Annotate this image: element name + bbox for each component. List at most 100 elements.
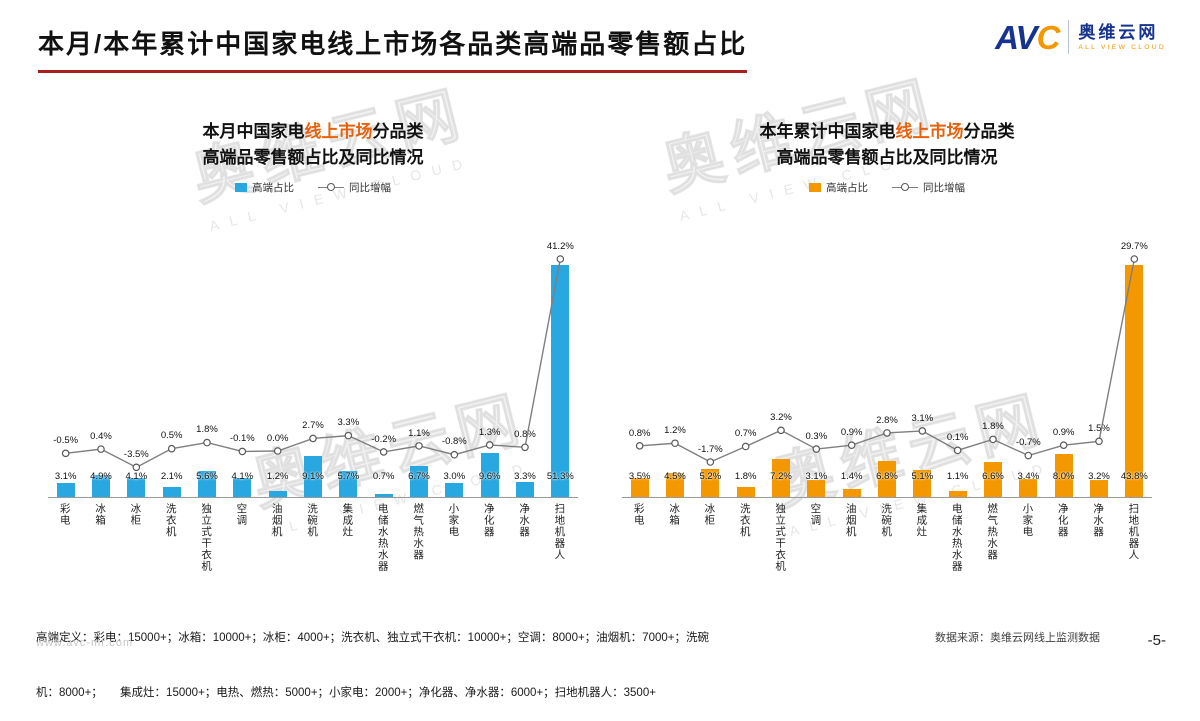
bar-冰箱 bbox=[92, 474, 110, 497]
bar-冰柜 bbox=[701, 469, 720, 497]
bar-独立式干衣机 bbox=[198, 471, 216, 497]
line-value-label: 2.8% bbox=[876, 414, 898, 426]
bar-value-label: 51.3% bbox=[546, 470, 574, 482]
line-value-label: 0.7% bbox=[734, 428, 757, 440]
category-label: 空调 bbox=[809, 502, 822, 526]
bar-value-label: 3.4% bbox=[1017, 470, 1040, 482]
bar-净水器 bbox=[516, 481, 534, 497]
line-value-label: 1.8% bbox=[982, 421, 1004, 433]
category-label: 小家电 bbox=[447, 502, 460, 538]
bar-value-label: 4.5% bbox=[664, 470, 686, 482]
bar-value-label: 4.1% bbox=[125, 470, 148, 482]
bar-value-label: 1.4% bbox=[840, 470, 863, 482]
legend-item-line: 同比增幅 bbox=[318, 180, 391, 195]
bar-swatch-icon bbox=[809, 182, 821, 192]
bar-value-label: 1.8% bbox=[734, 470, 757, 482]
line-value-label: 0.5% bbox=[160, 430, 183, 442]
bar-小家电 bbox=[445, 483, 464, 497]
line-value-label: 29.7% bbox=[1120, 240, 1148, 252]
bar-洗衣机 bbox=[162, 487, 181, 497]
line-value-label: 0.8% bbox=[628, 427, 651, 439]
line-point bbox=[238, 447, 247, 455]
category-label: 冰箱 bbox=[94, 502, 107, 526]
chart-monthly: 本月中国家电线上市场分品类 高端品零售额占比及同比情况 高端占比 同比增幅 3.… bbox=[38, 119, 588, 590]
bar-彩电 bbox=[56, 482, 75, 497]
bar-value-label: 3.3% bbox=[514, 470, 536, 482]
category-axis: 彩电 冰箱 冰柜 洗衣机 独立式干衣机 空调 油烟机 洗碗机 集成灶 电储水热水器 燃气热水器 小家电… bbox=[622, 498, 1152, 590]
title-highlight: 线上市场 bbox=[895, 122, 964, 141]
bar-冰箱 bbox=[666, 472, 684, 497]
category-label: 燃气热水器 bbox=[412, 502, 425, 561]
line-value-label: 0.3% bbox=[805, 430, 828, 442]
line-value-label: -1.7% bbox=[697, 443, 723, 455]
line-marker-icon bbox=[892, 183, 918, 192]
bar-value-label: 3.2% bbox=[1088, 470, 1110, 482]
line-point bbox=[309, 434, 317, 442]
bar-value-label: 5.6% bbox=[196, 470, 218, 482]
bar-value-label: 6.6% bbox=[982, 470, 1004, 482]
bar-油烟机 bbox=[842, 489, 861, 497]
bar-燃气热水器 bbox=[984, 461, 1002, 497]
line-point bbox=[97, 445, 105, 453]
line-value-label: 3.3% bbox=[337, 417, 360, 429]
line-point bbox=[777, 426, 785, 434]
bar-电储水热水器 bbox=[374, 493, 393, 497]
bar-冰柜 bbox=[127, 478, 146, 497]
line-value-label: -0.2% bbox=[371, 433, 397, 445]
bar-value-label: 0.7% bbox=[372, 470, 395, 482]
line-value-label: 1.2% bbox=[664, 424, 686, 436]
line-point bbox=[953, 446, 962, 454]
bar-value-label: 3.1% bbox=[54, 470, 77, 482]
category-label: 彩电 bbox=[632, 502, 645, 526]
bar-集成灶 bbox=[339, 470, 358, 497]
bar-value-label: 1.1% bbox=[946, 470, 969, 482]
bar-独立式干衣机 bbox=[772, 458, 790, 497]
category-label: 独立式干衣机 bbox=[200, 502, 213, 572]
category-label: 独立式干衣机 bbox=[774, 502, 787, 572]
chart-title: 本年累计中国家电线上市场分品类 高端品零售额占比及同比情况 bbox=[759, 122, 1015, 168]
bar-洗碗机 bbox=[878, 460, 896, 497]
legend-item-bar: 高端占比 bbox=[235, 180, 294, 195]
bar-油烟机 bbox=[268, 491, 287, 497]
line-value-label: 0.9% bbox=[1052, 426, 1075, 438]
category-axis: 彩电 冰箱 冰柜 洗衣机 独立式干衣机 空调 油烟机 洗碗机 集成灶 电储水热水器 燃气热水器 小家电… bbox=[48, 498, 578, 590]
category-label: 燃气热水器 bbox=[986, 502, 999, 561]
line-point bbox=[989, 435, 997, 443]
line-point bbox=[883, 428, 891, 437]
category-label: 冰柜 bbox=[703, 502, 716, 526]
line-value-label: 1.8% bbox=[196, 424, 218, 436]
line-point bbox=[132, 463, 141, 471]
line-point bbox=[706, 457, 715, 466]
line-value-label: 0.0% bbox=[266, 432, 289, 444]
bar-value-label: 4.9% bbox=[90, 470, 112, 482]
line-value-label: 0.4% bbox=[90, 430, 112, 442]
category-label: 净化器 bbox=[1056, 502, 1069, 538]
line-point bbox=[450, 450, 459, 459]
chart-ytd: 本年累计中国家电线上市场分品类 高端品零售额占比及同比情况 高端占比 同比增幅 … bbox=[612, 119, 1162, 590]
category-label: 净水器 bbox=[518, 502, 531, 538]
line-point bbox=[167, 444, 176, 453]
category-label: 扫地机器人 bbox=[1127, 502, 1140, 561]
bar-value-label: 5.7% bbox=[337, 470, 360, 482]
line-point bbox=[1024, 451, 1033, 460]
line-value-label: -0.8% bbox=[441, 436, 467, 448]
line-value-label: 0.1% bbox=[946, 432, 969, 444]
header: 本月/本年累计中国家电线上市场各品类高端品零售额占比 AVC 奥维云网 ALL … bbox=[0, 0, 1200, 73]
yoy-line bbox=[635, 254, 1139, 466]
line-point bbox=[671, 439, 679, 447]
bar-燃气热水器 bbox=[410, 466, 428, 497]
bar-空调 bbox=[233, 478, 252, 497]
line-point bbox=[812, 444, 821, 453]
category-label: 净水器 bbox=[1092, 502, 1105, 538]
legend: 高端占比 同比增幅 bbox=[612, 180, 1162, 195]
bar-value-label: 7.2% bbox=[770, 470, 792, 482]
bar-value-label: 8.0% bbox=[1052, 470, 1075, 482]
plot-area: 3.5% 0.8% 4.5% 1.2% 5.2% -1.7% 1.8% 0.7% 7.2% 3.2… bbox=[622, 207, 1152, 498]
line-value-label: 0.9% bbox=[840, 426, 863, 438]
yoy-line bbox=[61, 254, 565, 471]
avc-logo: AVC 奥维云网 ALL VIEW CLOUD bbox=[995, 20, 1166, 54]
legend-item-bar: 高端占比 bbox=[809, 180, 868, 195]
line-point bbox=[1059, 441, 1068, 449]
page-number: -5- bbox=[1147, 632, 1166, 649]
charts-row: 本月中国家电线上市场分品类 高端品零售额占比及同比情况 高端占比 同比增幅 3.… bbox=[0, 119, 1200, 590]
